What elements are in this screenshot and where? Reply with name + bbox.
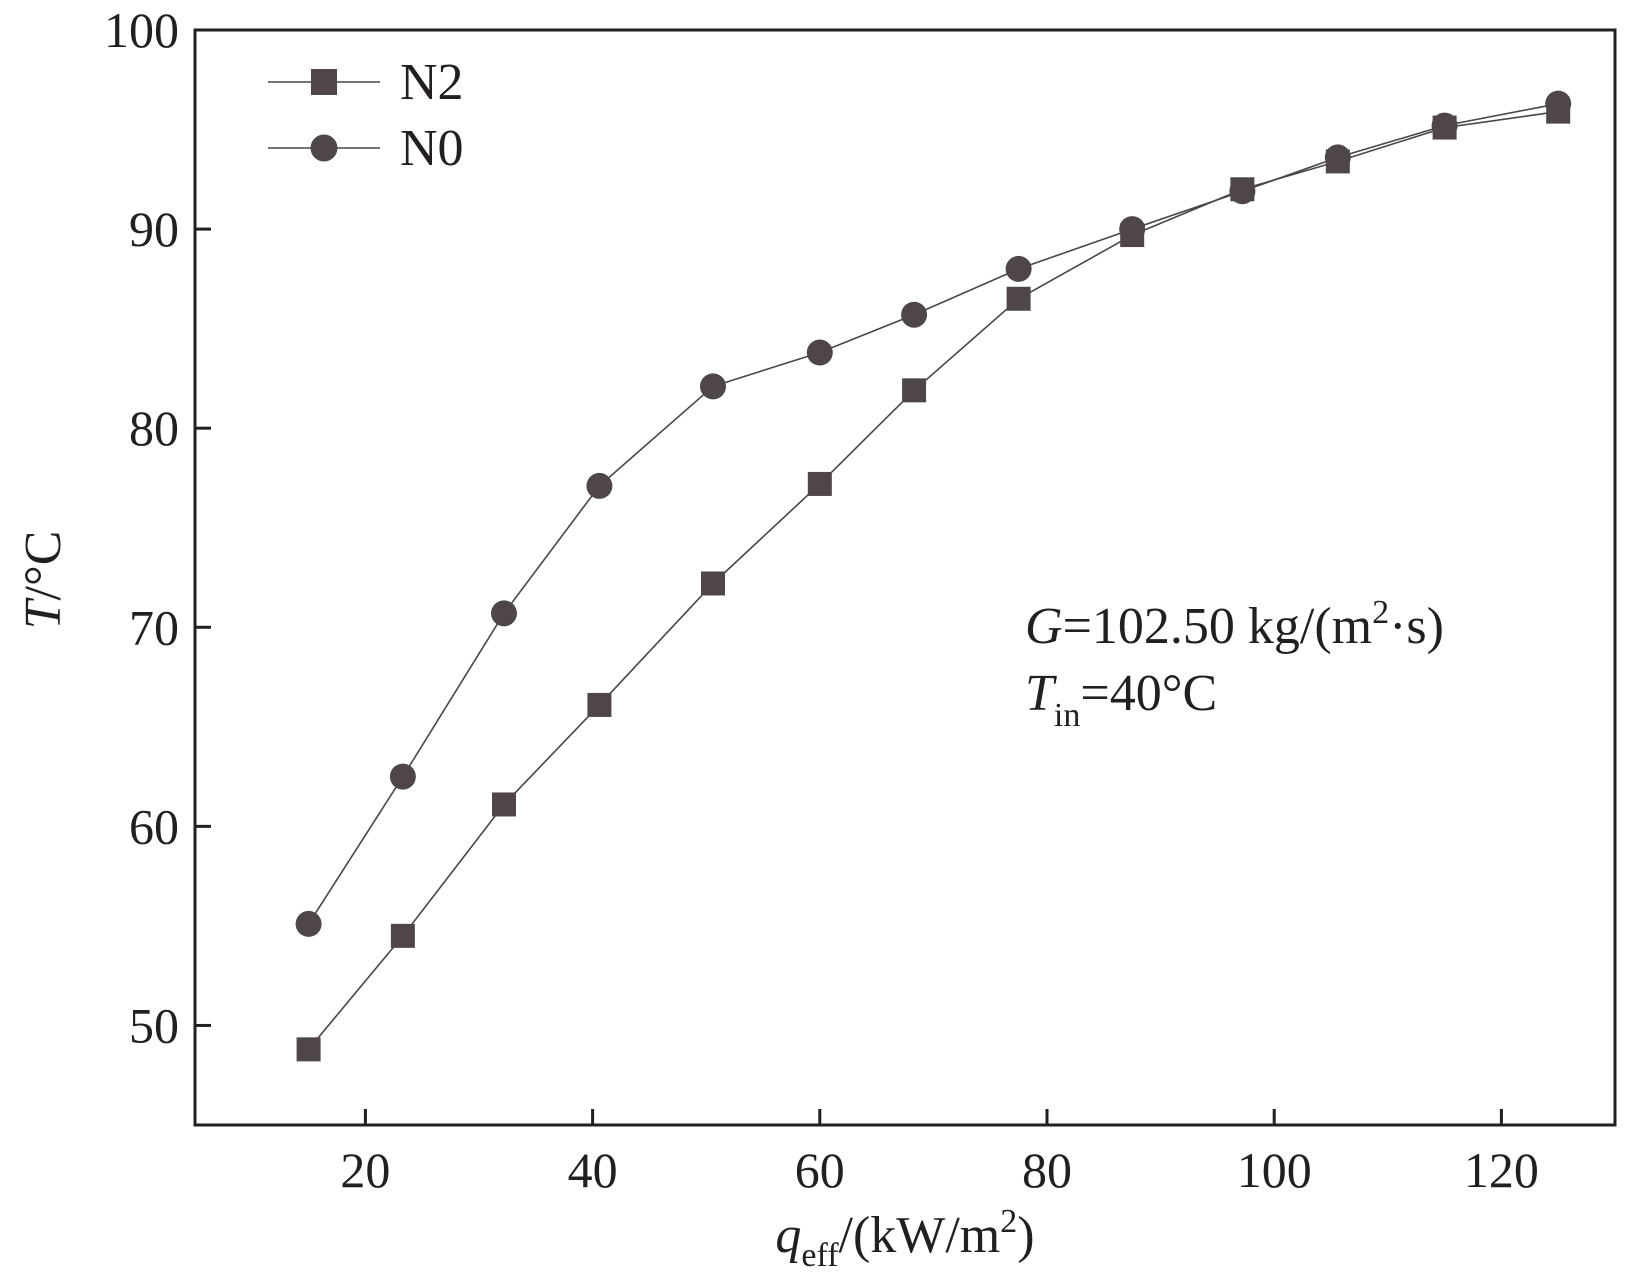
plot-frame (193, 28, 1617, 1127)
y-axis: 50 60 70 80 90 100 (104, 2, 211, 1053)
point-n0 (490, 600, 517, 627)
point-n0 (586, 472, 613, 499)
x-axis-sub: eff (801, 1237, 839, 1274)
x-tick-label: 60 (795, 1142, 845, 1198)
point-n2 (587, 692, 612, 717)
point-n2 (807, 471, 832, 496)
x-tick-label: 100 (1237, 1142, 1312, 1198)
point-n0 (1119, 216, 1146, 243)
point-n0 (1324, 144, 1351, 171)
x-axis-sup: 2 (1000, 1203, 1017, 1240)
point-n2 (902, 378, 927, 403)
legend-marker-square (311, 69, 337, 95)
conditions-annotation: G=102.50 kg/(m2·s) Tin=40°C (1025, 594, 1444, 734)
series-layer (295, 90, 1572, 1062)
point-n0 (1229, 178, 1256, 205)
annotation-var-t: T (1025, 665, 1057, 722)
x-axis: 20 40 60 80 100 120 (340, 1109, 1539, 1198)
y-tick-label: 50 (129, 997, 179, 1053)
y-tick-label: 80 (129, 400, 179, 456)
legend-label-n0: N0 (400, 120, 464, 177)
x-axis-title: qeff/(kW/m2) (775, 1203, 1034, 1274)
annotation-inlet-sub: in (1054, 697, 1080, 734)
point-n2 (296, 1037, 321, 1062)
y-axis-var: T (15, 597, 72, 629)
annotation-inlet-value: =40°C (1080, 665, 1217, 722)
x-axis-close: ) (1017, 1207, 1034, 1264)
annotation-mass-flux-sup: 2 (1372, 594, 1389, 631)
point-n0 (295, 910, 322, 937)
y-tick-label: 100 (104, 2, 179, 58)
annotation-mass-flux-value: =102.50 kg/(m (1063, 598, 1373, 655)
legend-label-n2: N2 (400, 54, 464, 111)
x-tick-label: 20 (340, 1142, 390, 1198)
point-n0 (389, 763, 416, 790)
annotation-inlet-temp: Tin=40°C (1025, 665, 1217, 734)
annotation-var-g: G (1025, 598, 1063, 655)
annotation-mass-flux-tail: ·s) (1389, 598, 1444, 655)
y-tick-label: 90 (129, 201, 179, 257)
point-n2 (701, 571, 726, 596)
point-n0 (901, 301, 928, 328)
y-tick-label: 60 (129, 798, 179, 854)
point-n0 (1545, 90, 1572, 117)
x-axis-unit: /(kW/m (839, 1207, 1001, 1264)
point-n0 (806, 339, 833, 366)
y-axis-title: T/°C (15, 531, 72, 630)
point-n0 (1431, 112, 1458, 139)
point-n2 (390, 923, 415, 948)
annotation-mass-flux: G=102.50 kg/(m2·s) (1025, 594, 1444, 655)
x-tick-label: 40 (568, 1142, 618, 1198)
point-n2 (1006, 286, 1031, 311)
legend: N2 N0 (268, 54, 464, 177)
y-axis-unit: /°C (15, 531, 72, 601)
y-tick-label: 70 (129, 599, 179, 655)
series-line-n2 (307, 110, 1559, 1050)
x-axis-var: q (775, 1207, 801, 1264)
point-n0 (700, 373, 727, 400)
point-n2 (491, 792, 516, 817)
x-tick-label: 120 (1464, 1142, 1539, 1198)
x-tick-label: 80 (1022, 1142, 1072, 1198)
point-n0 (1005, 255, 1032, 282)
legend-marker-circle (310, 134, 338, 162)
